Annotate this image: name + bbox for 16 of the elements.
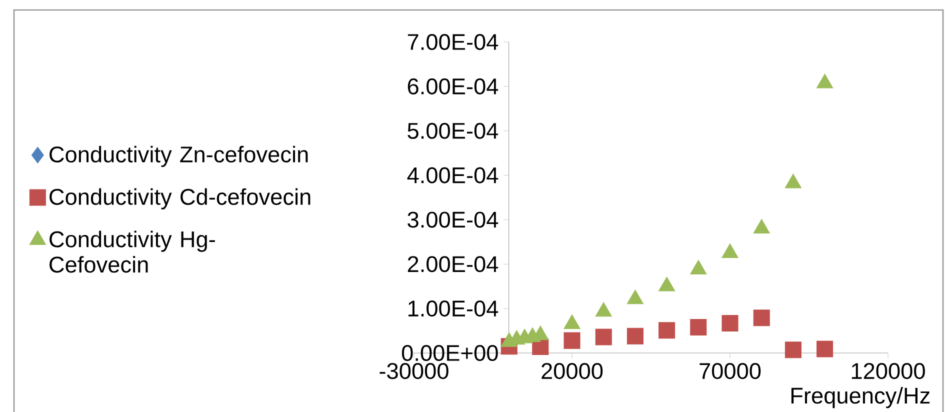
x-axis-title: Frequency/Hz	[791, 387, 930, 408]
x-tick-label: -30000	[380, 363, 448, 380]
y-tick-label: 0.00E+00	[402, 344, 498, 362]
x-tick-label: 120000	[852, 363, 925, 380]
legend-label: Conductivity Zn-cefovecin	[50, 146, 308, 167]
y-tick-label: 3.00E-04	[408, 212, 498, 228]
y-tick-label: 7.00E-04	[408, 34, 498, 50]
legend-label: Conductivity Cd-cefovecin	[50, 188, 310, 210]
y-tick-label: 1.00E-04	[408, 300, 498, 317]
x-tick-label: 70000	[700, 363, 761, 380]
legend-label: Conductivity Hg-Cefovecin	[50, 230, 215, 273]
y-tick-label: 5.00E-04	[408, 122, 498, 139]
y-tick-label: 2.00E-04	[408, 256, 498, 272]
y-tick-label: 6.00E-04	[408, 78, 498, 94]
x-tick-label: 20000	[542, 363, 603, 380]
y-tick-label: 4.00E-04	[407, 167, 498, 184]
